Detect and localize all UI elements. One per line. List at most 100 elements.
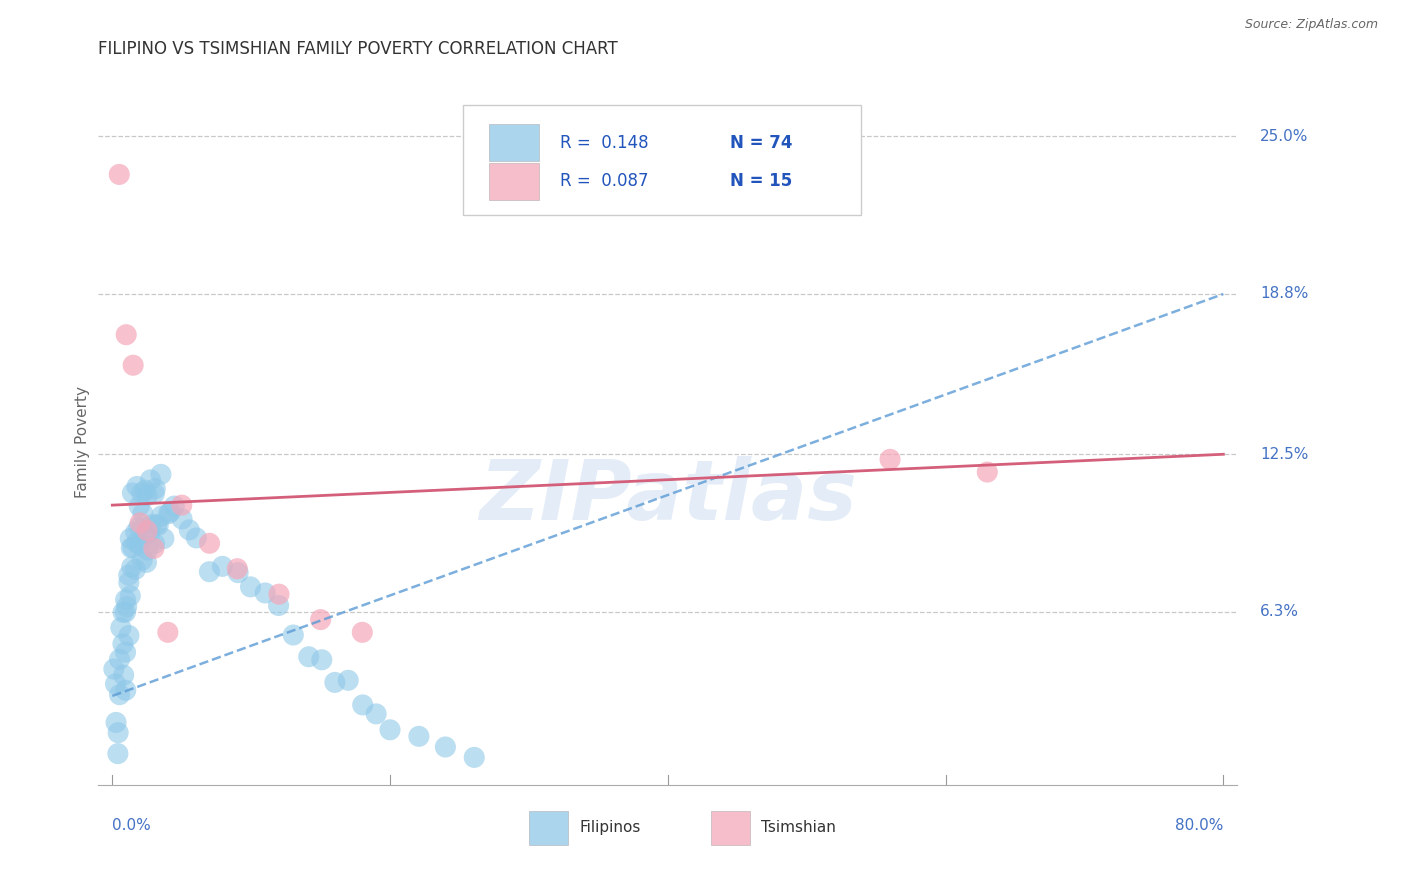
Point	[163, 499, 186, 513]
Point	[211, 559, 233, 574]
Point	[135, 527, 157, 541]
Text: 80.0%: 80.0%	[1175, 818, 1223, 833]
Point	[121, 486, 143, 500]
Point	[139, 473, 162, 487]
Point	[118, 628, 141, 642]
Text: Source: ZipAtlas.com: Source: ZipAtlas.com	[1244, 18, 1378, 31]
Point	[118, 568, 141, 582]
Point	[108, 652, 131, 666]
Point	[170, 512, 193, 526]
Point	[153, 532, 176, 546]
Point	[125, 479, 148, 493]
Text: 12.5%: 12.5%	[1260, 447, 1309, 462]
Point	[118, 575, 141, 590]
Point	[150, 508, 173, 523]
Point	[120, 589, 142, 603]
Text: Filipinos: Filipinos	[579, 821, 640, 836]
Point	[136, 489, 159, 503]
Text: N = 74: N = 74	[731, 134, 793, 152]
Point	[311, 653, 333, 667]
Point	[115, 599, 138, 614]
Point	[125, 525, 148, 540]
Point	[186, 531, 208, 545]
Point	[254, 586, 277, 600]
Point	[112, 605, 135, 619]
Point	[198, 565, 221, 579]
FancyBboxPatch shape	[489, 124, 538, 161]
Point	[114, 592, 136, 607]
Text: 25.0%: 25.0%	[1260, 128, 1309, 144]
Point	[143, 541, 166, 556]
Point	[120, 541, 142, 555]
Text: 6.3%: 6.3%	[1260, 605, 1299, 619]
Point	[267, 599, 290, 613]
Point	[136, 543, 159, 558]
Point	[976, 465, 998, 479]
Y-axis label: Family Poverty: Family Poverty	[75, 385, 90, 498]
Point	[149, 467, 172, 482]
Point	[108, 168, 131, 182]
Point	[378, 723, 401, 737]
Point	[138, 525, 160, 540]
Point	[226, 566, 249, 580]
Point	[129, 516, 152, 530]
Point	[114, 645, 136, 659]
Point	[120, 532, 142, 546]
Text: N = 15: N = 15	[731, 172, 793, 190]
Point	[145, 517, 167, 532]
Point	[283, 628, 305, 642]
Point	[366, 706, 388, 721]
Point	[267, 587, 290, 601]
Point	[128, 520, 150, 534]
Point	[124, 562, 146, 576]
Point	[128, 499, 150, 513]
Point	[122, 541, 145, 555]
Point	[135, 555, 157, 569]
Point	[139, 517, 162, 532]
Point	[108, 688, 131, 702]
Point	[107, 725, 129, 739]
Point	[463, 750, 485, 764]
Point	[131, 486, 153, 500]
Point	[132, 507, 155, 521]
Point	[131, 553, 153, 567]
Point	[156, 625, 179, 640]
Point	[179, 523, 201, 537]
Point	[128, 537, 150, 551]
FancyBboxPatch shape	[489, 162, 538, 200]
Point	[114, 683, 136, 698]
Point	[879, 452, 901, 467]
Point	[352, 625, 374, 640]
Point	[298, 649, 321, 664]
Point	[110, 621, 132, 635]
Text: FILIPINO VS TSIMSHIAN FAMILY POVERTY CORRELATION CHART: FILIPINO VS TSIMSHIAN FAMILY POVERTY COR…	[98, 40, 619, 58]
Point	[122, 358, 145, 372]
Text: R =  0.148: R = 0.148	[560, 134, 648, 152]
FancyBboxPatch shape	[529, 811, 568, 845]
Text: R =  0.087: R = 0.087	[560, 172, 648, 190]
Text: 18.8%: 18.8%	[1260, 286, 1309, 301]
Point	[112, 668, 135, 682]
Point	[103, 662, 125, 676]
Point	[125, 536, 148, 550]
Point	[337, 673, 360, 688]
FancyBboxPatch shape	[463, 105, 862, 215]
Point	[143, 486, 166, 500]
Point	[136, 524, 159, 538]
Text: ZIPatlas: ZIPatlas	[479, 456, 856, 537]
Point	[111, 637, 134, 651]
Point	[170, 498, 193, 512]
Point	[352, 698, 374, 712]
Point	[105, 715, 128, 730]
Point	[157, 507, 180, 521]
Point	[434, 739, 457, 754]
Point	[143, 482, 166, 496]
Point	[107, 747, 129, 761]
Point	[309, 613, 332, 627]
Point	[114, 605, 136, 619]
Point	[159, 505, 181, 519]
Point	[104, 677, 127, 691]
Point	[121, 560, 143, 574]
Point	[226, 562, 249, 576]
Text: Tsimshian: Tsimshian	[761, 821, 837, 836]
